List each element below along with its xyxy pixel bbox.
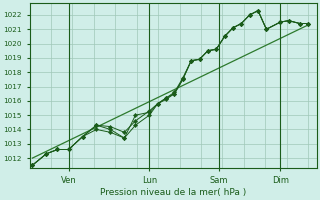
X-axis label: Pression niveau de la mer( hPa ): Pression niveau de la mer( hPa ) xyxy=(100,188,246,197)
